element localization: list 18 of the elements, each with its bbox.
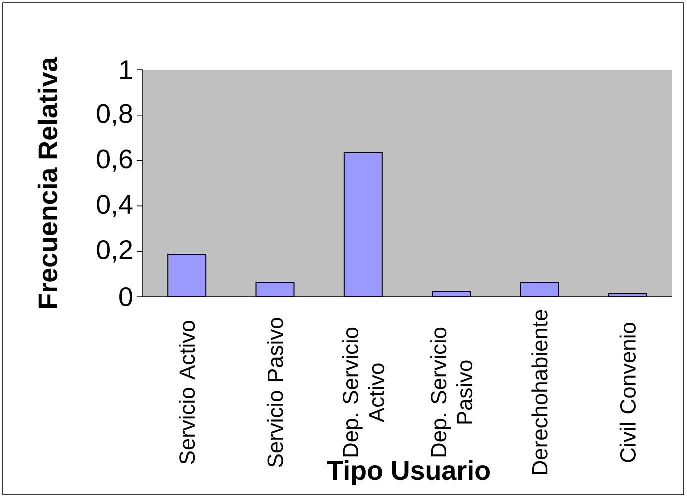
x-axis-title: Tipo Usuario (327, 460, 490, 486)
bar (256, 282, 295, 297)
x-tick-label: Civil Convenio (620, 323, 636, 462)
bar (344, 152, 383, 297)
x-tick-label: Derechohabiente (532, 310, 548, 474)
y-tick-label: 0,8 (97, 104, 132, 127)
y-tick-label: 0,4 (97, 195, 133, 218)
bar (168, 254, 207, 297)
x-tick-label: Servicio Activo (179, 321, 196, 464)
y-tick-label: 0,6 (97, 150, 132, 172)
y-axis-title: Frecuencia Relativa (38, 57, 58, 308)
x-tick-label: Servicio Pasivo (267, 318, 284, 468)
bar (520, 282, 560, 297)
y-tick-label: 0,2 (97, 240, 132, 263)
y-tick-label: 1 (120, 60, 132, 80)
x-tick-label: Dep. Servicio Activo (342, 328, 384, 457)
x-tick-label: Dep. Servicio Pasivo (430, 328, 473, 457)
y-tick-label: 0 (120, 287, 132, 307)
